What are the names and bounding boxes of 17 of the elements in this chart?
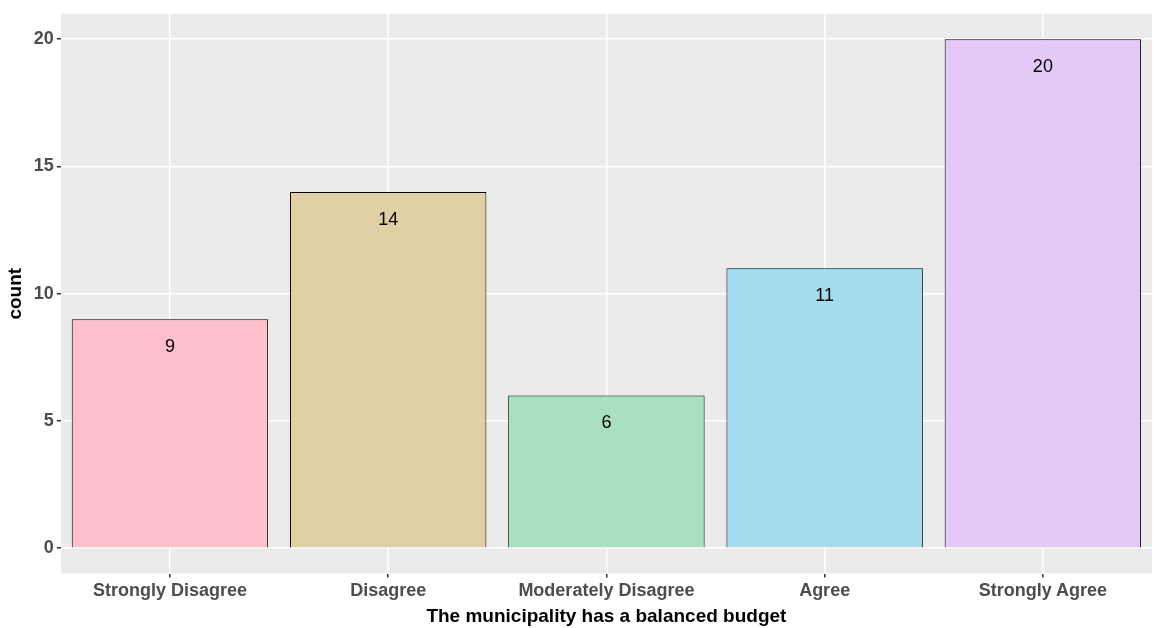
data-label: 9 [164,336,175,357]
data-label: 20 [1032,56,1053,77]
data-label: 6 [601,412,612,433]
y-tick-label: 10 [33,282,54,303]
data-label: 14 [378,208,399,229]
y-tick-label: 15 [33,155,54,176]
x-tick-label: Strongly Disagree [92,580,247,601]
y-tick-label: 20 [33,28,54,49]
y-tick-label: 0 [43,537,54,558]
x-tick-label: Moderately Disagree [518,580,695,601]
y-axis-title: count [3,267,25,320]
x-tick-label: Agree [799,580,851,601]
data-label: 11 [815,285,834,306]
x-tick-label: Strongly Agree [978,580,1108,601]
x-tick-label: Disagree [350,580,427,601]
y-tick-label: 5 [43,409,54,430]
x-axis-title: The municipality has a balanced budget [426,604,788,626]
